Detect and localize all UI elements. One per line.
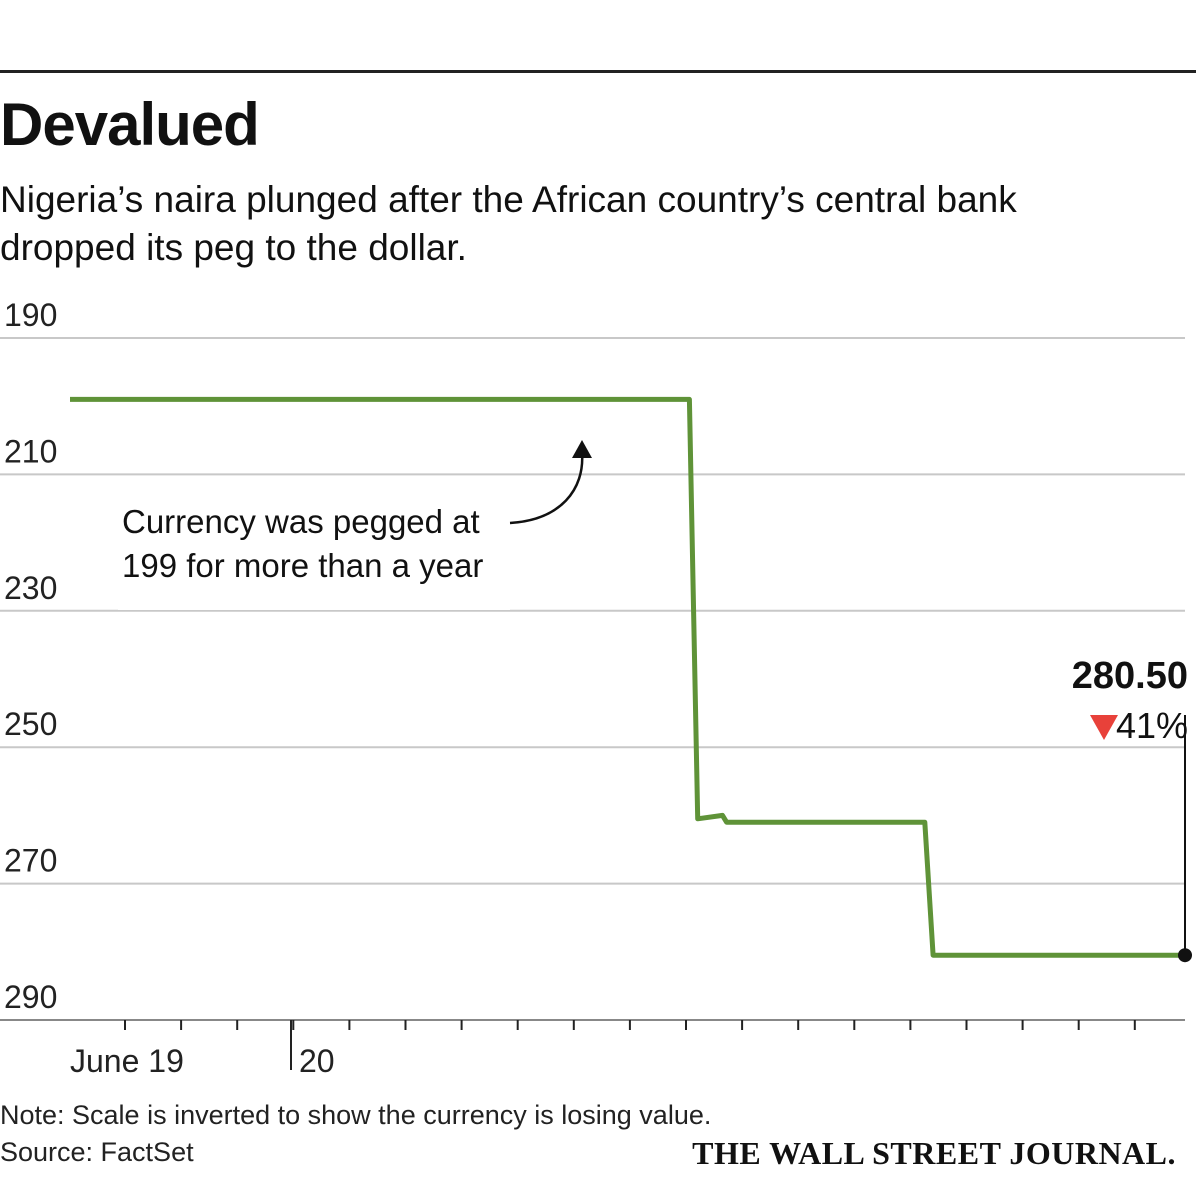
down-arrow-icon xyxy=(1090,715,1118,740)
annotation-line-2: 199 for more than a year xyxy=(122,547,483,584)
top-rule xyxy=(0,70,1196,73)
annotation: Currency was pegged at 199 for more than… xyxy=(122,440,592,584)
x-axis: June 19 20 xyxy=(70,1020,1136,1079)
chart-note: Note: Scale is inverted to show the curr… xyxy=(0,1100,712,1130)
last-value-callout: 280.50 41% xyxy=(1072,655,1192,963)
annotation-line-1: Currency was pegged at xyxy=(122,503,480,540)
series-group xyxy=(70,396,1185,958)
annotation-arrowhead xyxy=(572,440,592,458)
line-chart: 190 210 230 250 270 290 June 19 20 Currency wa… xyxy=(0,297,1192,1079)
y-tick-label-290: 290 xyxy=(4,979,57,1015)
y-tick-label-210: 210 xyxy=(4,433,57,469)
x-tick-label-20: 20 xyxy=(299,1043,335,1079)
y-axis-tick-labels: 190 210 230 250 270 290 xyxy=(4,297,57,1015)
annotation-background xyxy=(118,500,510,610)
y-tick-label-250: 250 xyxy=(4,706,57,742)
gridlines xyxy=(0,337,1185,1021)
x-tick-label-june-19: June 19 xyxy=(70,1043,184,1079)
chart-source: Source: FactSet xyxy=(0,1137,194,1167)
y-tick-label-270: 270 xyxy=(4,843,57,879)
last-value-label: 280.50 xyxy=(1072,655,1188,697)
publisher-logo: THE WALL STREET JOURNAL. xyxy=(692,1135,1176,1171)
chart-title: Devalued xyxy=(0,91,260,158)
annotation-arrow xyxy=(509,451,584,525)
last-point-marker xyxy=(1178,948,1192,963)
y-tick-label-190: 190 xyxy=(4,297,57,333)
chart-subtitle: Nigeria’s naira plunged after the Africa… xyxy=(0,179,1017,268)
percent-change-label: 41% xyxy=(1116,705,1188,746)
series-line-0 xyxy=(70,396,1185,958)
y-tick-label-230: 230 xyxy=(4,570,57,606)
